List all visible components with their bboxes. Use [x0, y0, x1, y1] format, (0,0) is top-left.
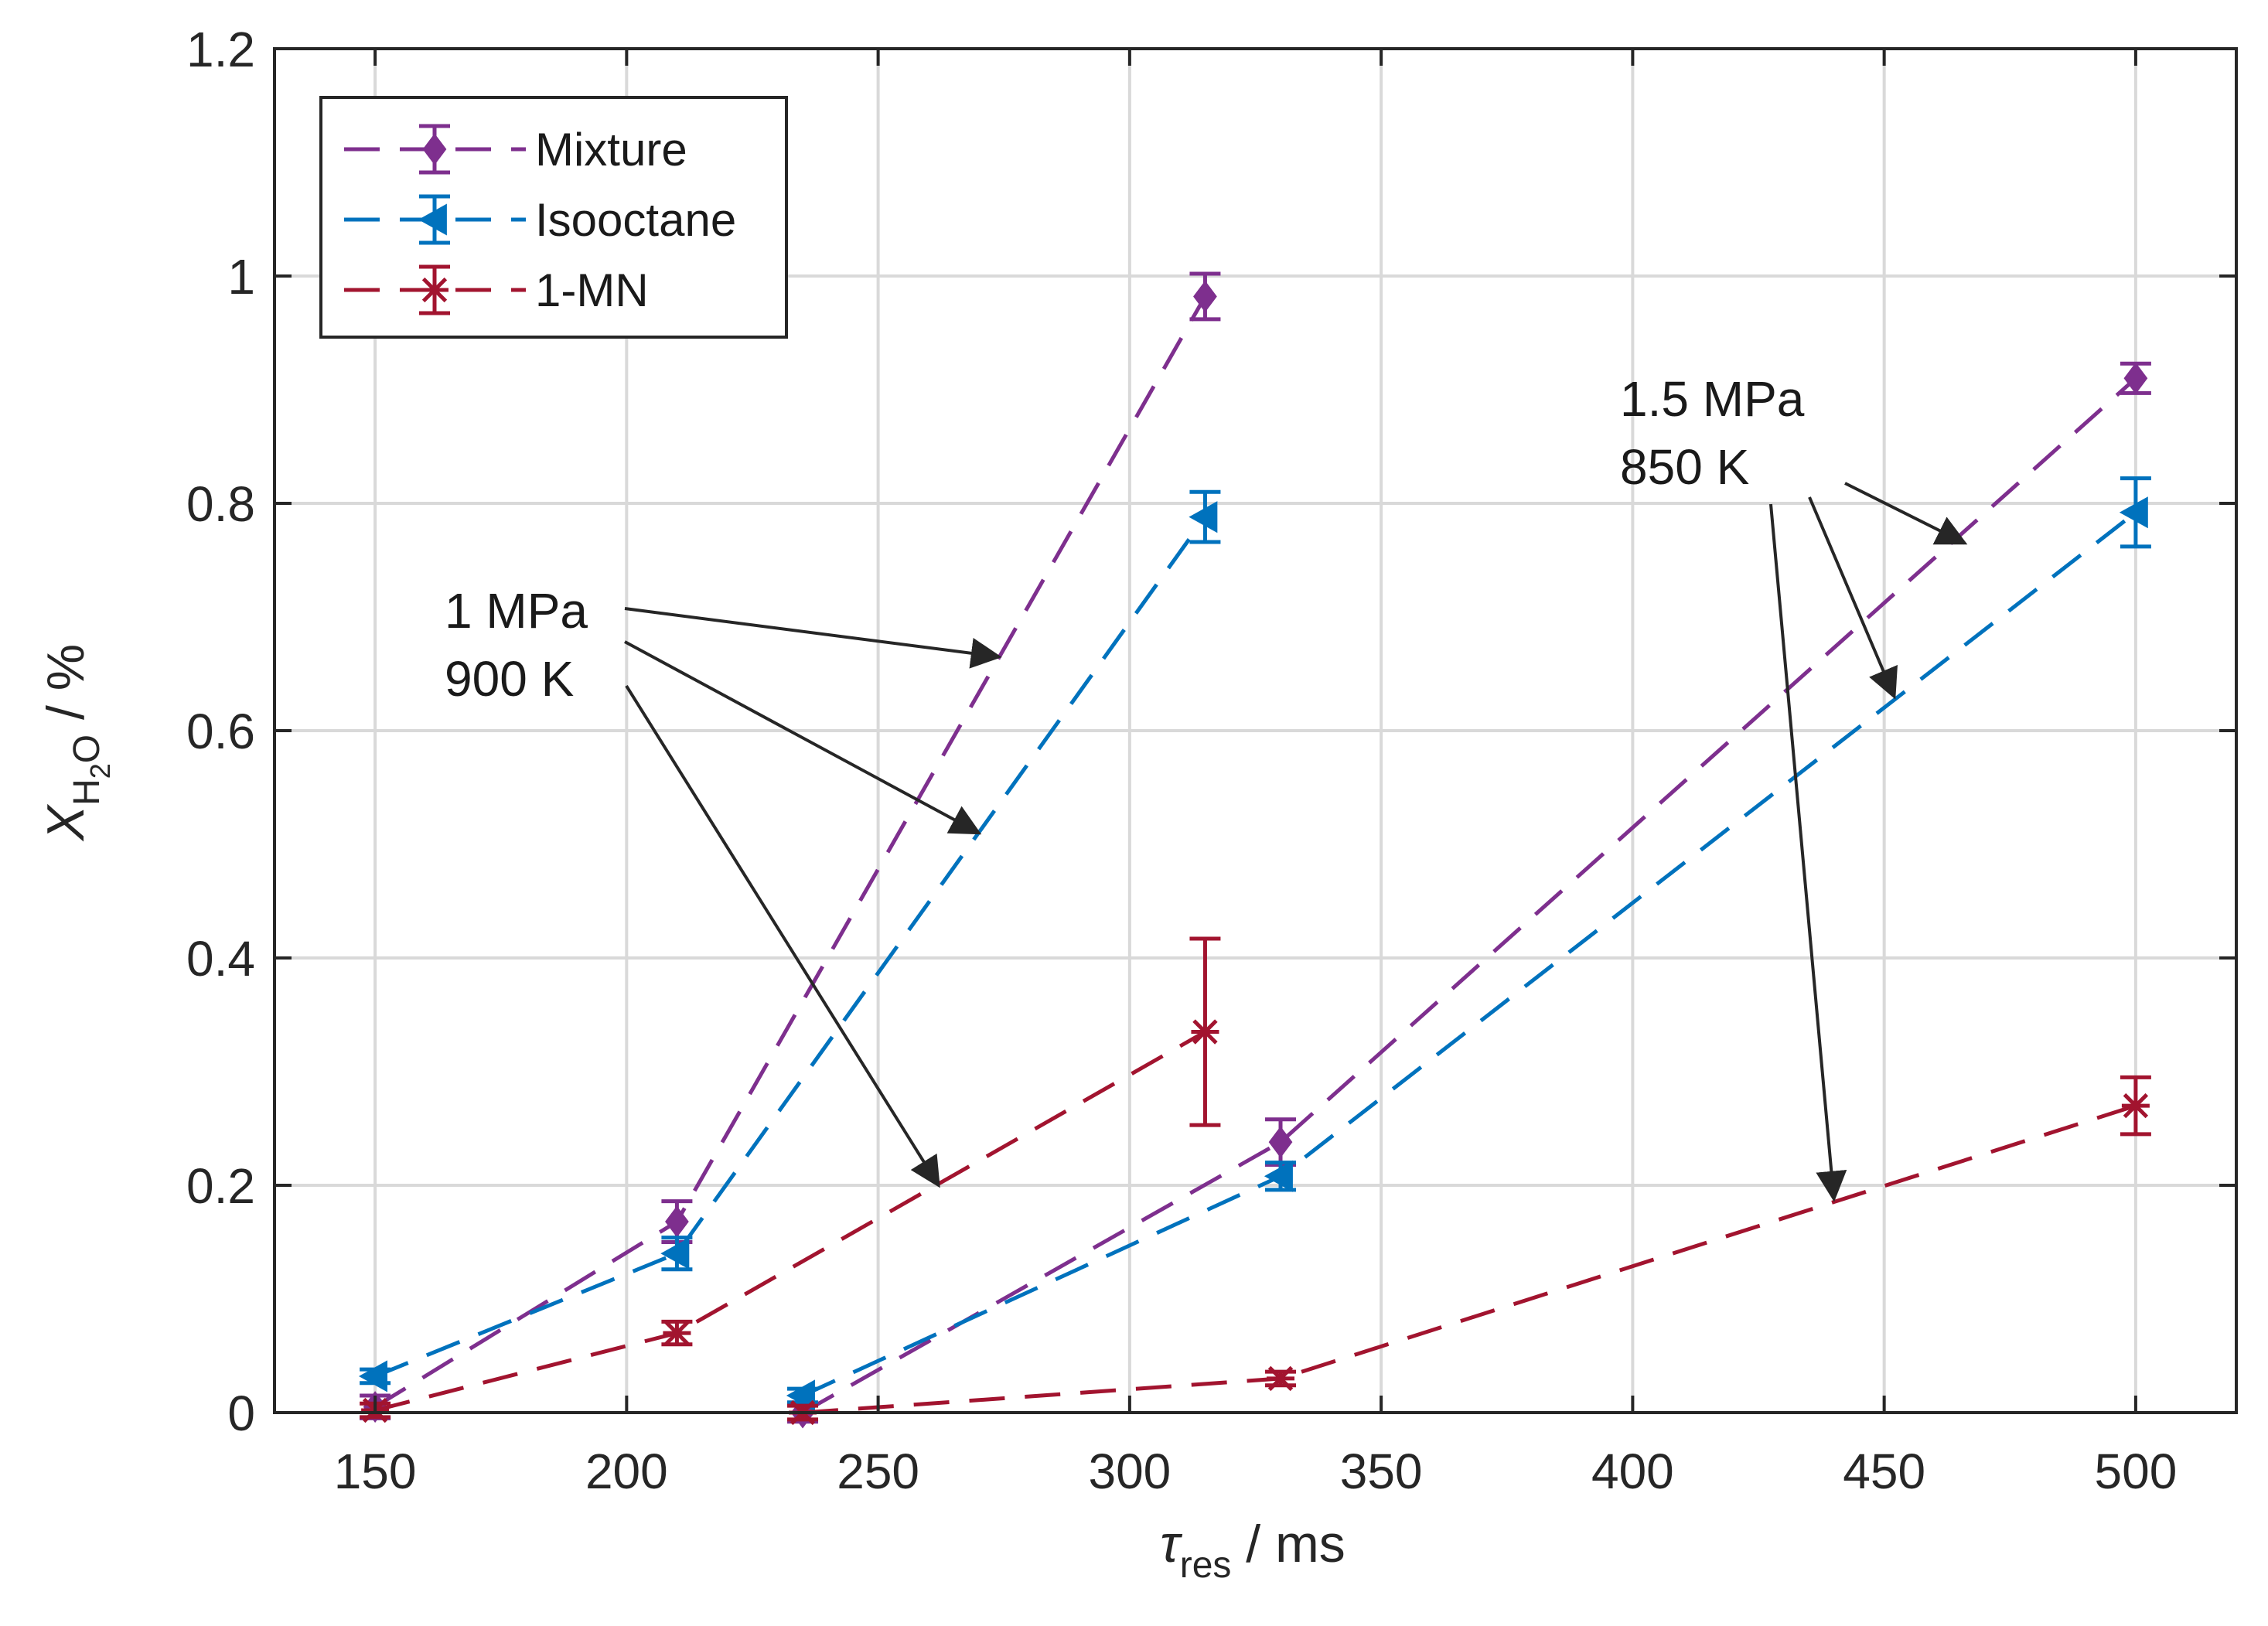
data-point — [1264, 1160, 1293, 1192]
x-axis-label: τres / ms — [1160, 1515, 1345, 1586]
x-tick-label: 350 — [1340, 1444, 1423, 1499]
legend-entry: Mixture — [344, 124, 687, 176]
annotation-arrow — [1769, 503, 1847, 1202]
data-point — [660, 1237, 690, 1270]
data-point — [359, 1360, 388, 1392]
data-point — [2123, 362, 2148, 394]
legend-label: 1-MN — [535, 264, 649, 316]
legend-marker — [421, 277, 448, 303]
annotation-arrow — [625, 684, 940, 1188]
x-tick-label: 300 — [1088, 1444, 1171, 1499]
data-point — [665, 1205, 689, 1238]
annotation-arrow — [624, 640, 982, 835]
annotation-text: 1.5 MPa — [1620, 371, 1805, 427]
legend-label: Mixture — [535, 124, 687, 176]
y-tick-label: 0 — [227, 1386, 255, 1441]
annotation-2: 1.5 MPa 850 K — [1620, 371, 1968, 1202]
data-point — [786, 1379, 815, 1412]
legend: Mixture Isooctane 1-MN — [319, 96, 788, 339]
y-tick-label: 1.2 — [186, 22, 255, 77]
annotation-text: 850 K — [1620, 439, 1749, 495]
legend-marker — [422, 133, 447, 165]
x-tick-label: 500 — [2095, 1444, 2178, 1499]
x-tick-label: 200 — [585, 1444, 668, 1499]
y-tick-label: 0.2 — [186, 1158, 255, 1214]
annotation-arrow — [1808, 496, 1898, 700]
annotation-layer: 1 MPa 900 K 1.5 MPa 850 K — [445, 371, 1968, 1202]
data-point — [1193, 280, 1217, 312]
annotation-text: 1 MPa — [445, 583, 588, 639]
data-point — [2119, 496, 2148, 529]
x-tick-label: 450 — [1843, 1444, 1925, 1499]
data-point — [1191, 1019, 1219, 1045]
annotation-1: 1 MPa 900 K — [445, 583, 1002, 1188]
y-tick-label: 1 — [227, 249, 255, 305]
axis-tick-labels: 150 200 250 300 350 400 450 500 0 0.2 0.4 0.6 0.8 1 1.… — [186, 22, 2177, 1499]
x-tick-label: 400 — [1591, 1444, 1674, 1499]
y-axis-label: XH2O / % — [36, 644, 116, 843]
data-point — [2121, 1093, 2150, 1119]
series-layer — [359, 271, 2151, 1429]
legend-marker — [418, 203, 447, 236]
x-tick-label: 150 — [334, 1444, 417, 1499]
legend-box — [319, 96, 788, 339]
y-tick-label: 0.6 — [186, 704, 255, 759]
data-point — [663, 1320, 691, 1346]
annotation-arrow — [624, 607, 1002, 669]
annotation-text: 900 K — [445, 651, 574, 707]
series-1-mn — [360, 936, 2151, 1426]
x-tick-label: 250 — [837, 1444, 919, 1499]
data-point — [1189, 501, 1218, 533]
annotation-arrow — [1844, 482, 1968, 545]
data-point — [1268, 1126, 1293, 1158]
y-tick-label: 0.8 — [186, 476, 255, 532]
legend-entry: 1-MN — [344, 264, 649, 316]
series-isooctane — [359, 476, 2151, 1412]
legend-entry: Isooctane — [344, 194, 736, 246]
data-point — [1267, 1365, 1295, 1392]
legend-label: Isooctane — [535, 194, 736, 246]
y-tick-label: 0.4 — [186, 931, 255, 987]
axis-ticks — [275, 47, 2236, 1414]
